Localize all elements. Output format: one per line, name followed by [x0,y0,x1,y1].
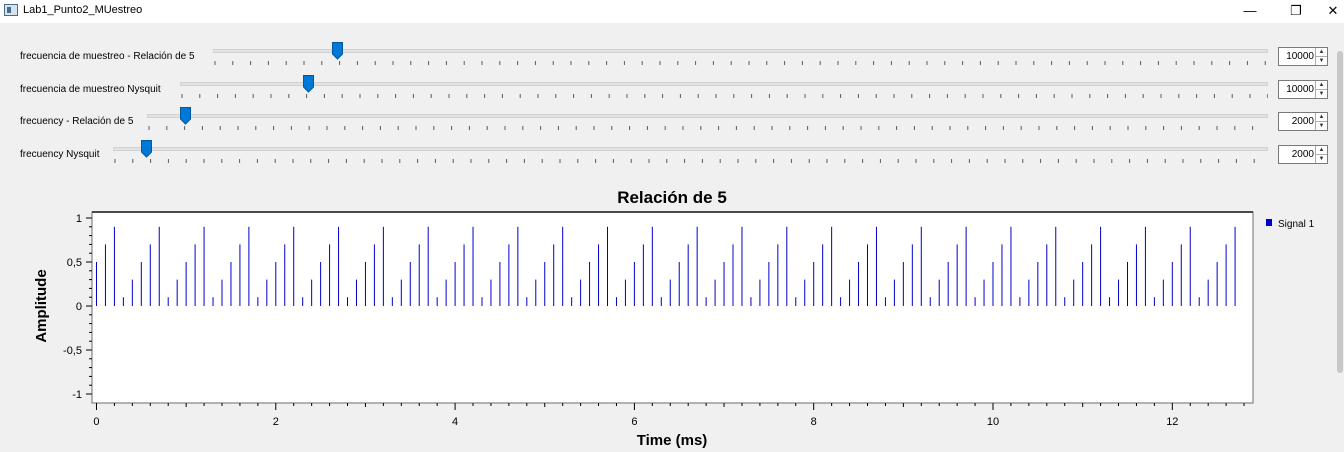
slider-ticks [181,94,1268,98]
spinbox-up-arrow-icon[interactable]: ▲ [1315,48,1327,57]
spinbox-down-arrow-icon[interactable]: ▼ [1315,57,1327,65]
slider-label: frecuency - Relación de 5 [20,116,134,127]
app-icon [4,4,18,16]
close-button[interactable]: ✕ [1327,3,1339,18]
spinbox-down-arrow-icon[interactable]: ▼ [1315,90,1327,98]
slider-label: frecuencia de muestreo Nysquit [20,84,161,95]
slider-ticks [148,126,1254,130]
y-tick-label: 1 [76,213,82,225]
slider-track[interactable] [180,82,1268,86]
slider-track[interactable] [213,49,1268,53]
slider-handle[interactable] [179,107,191,125]
slider-row-2: frecuencia de muestreo Nysquit 10000 ▲ ▼ [0,75,1340,108]
spinbox-up-arrow-icon[interactable]: ▲ [1315,146,1327,155]
x-tick-label: 6 [631,416,637,428]
title-bar: Lab1_Punto2_MUestreo — ❐ ✕ [0,0,1344,23]
legend-label: Signal 1 [1278,219,1315,230]
x-tick-label: 2 [273,416,279,428]
y-tick-label: -0,5 [63,345,82,357]
x-tick-label: 8 [811,416,817,428]
window-title: Lab1_Punto2_MUestreo [23,4,143,16]
scrollbar-thumb[interactable] [1337,51,1343,373]
spinbox[interactable]: 10000 ▲ ▼ [1278,47,1328,66]
spinbox-up-arrow-icon[interactable]: ▲ [1315,81,1327,90]
spinbox-value[interactable]: 10000 [1286,84,1314,95]
y-tick-label: 0 [76,301,82,313]
x-tick-label: 12 [1166,416,1178,428]
plot-area [91,211,1254,404]
y-axis-label: Amplitude [33,269,50,342]
spinbox[interactable]: 2000 ▲ ▼ [1278,112,1328,131]
slider-label: frecuency Nysquit [20,149,100,160]
spinbox-down-arrow-icon[interactable]: ▼ [1315,155,1327,163]
spinbox[interactable]: 10000 ▲ ▼ [1278,80,1328,99]
slider-handle[interactable] [331,42,343,60]
spinbox-value[interactable]: 2000 [1291,149,1314,160]
chart-title: Relación de 5 [617,188,727,207]
slider-handle[interactable] [302,75,314,93]
slider-row-1: frecuencia de muestreo - Relación de 5 10… [0,42,1340,75]
x-tick-label: 0 [93,416,99,428]
stem-plot: 1 0,5 0 -0,5 -1 0 2 4 6 8 10 12 Relación de 5 Time (m… [33,188,1315,449]
slider-row-4: frecuency Nysquit 2000 ▲ ▼ [0,140,1340,173]
y-tick-label: 0,5 [67,257,82,269]
slider-handle[interactable] [140,140,152,158]
x-axis: 0 2 4 6 8 10 12 [93,403,1245,428]
slider-label: frecuencia de muestreo - Relación de 5 [20,51,195,62]
spinbox-value[interactable]: 10000 [1286,51,1314,62]
vertical-scrollbar[interactable] [1336,23,1344,452]
slider-row-3: frecuency - Relación de 5 2000 ▲ ▼ [0,107,1340,140]
slider-track[interactable] [147,114,1268,118]
x-tick-label: 10 [987,416,999,428]
y-tick-label: -1 [72,389,82,401]
spinbox-up-arrow-icon[interactable]: ▲ [1315,113,1327,122]
slider-track[interactable] [113,147,1268,151]
restore-button[interactable]: ❐ [1290,3,1302,18]
slider-ticks [114,159,1255,163]
slider-ticks [214,61,1266,65]
signal-1-stems [95,226,1236,306]
spinbox-value[interactable]: 2000 [1291,116,1314,127]
spinbox-down-arrow-icon[interactable]: ▼ [1315,122,1327,130]
minimize-button[interactable]: — [1243,3,1257,18]
x-tick-label: 4 [452,416,458,428]
y-axis: 1 0,5 0 -0,5 -1 [63,213,92,401]
spinbox[interactable]: 2000 ▲ ▼ [1278,145,1328,164]
x-axis-label: Time (ms) [637,432,708,449]
legend-swatch [1266,219,1272,226]
